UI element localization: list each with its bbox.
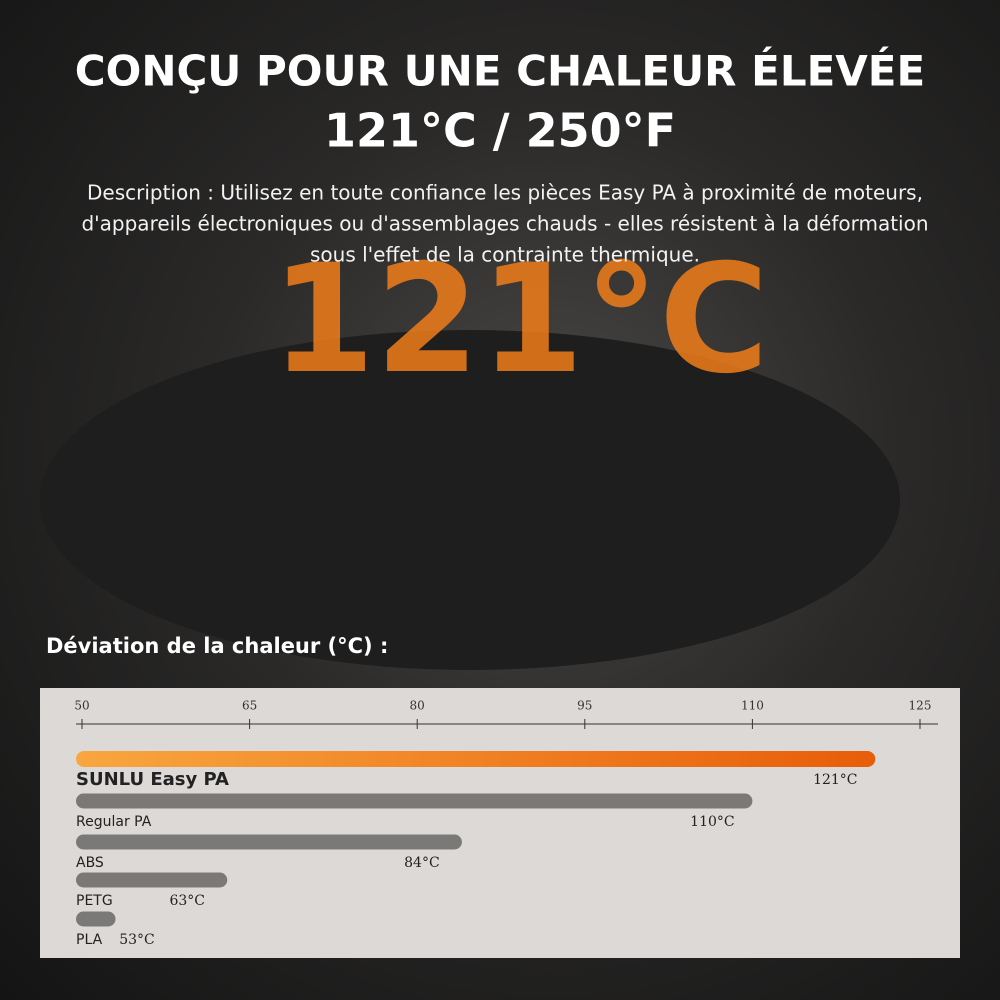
x-tick-label: 95	[577, 699, 592, 713]
value-label: 110°C	[690, 814, 734, 830]
x-tick-label: 110	[741, 699, 764, 713]
value-label: 121°C	[813, 772, 857, 788]
x-tick-label: 65	[242, 699, 257, 713]
chart-panel	[40, 688, 960, 958]
value-label: 84°C	[404, 855, 440, 871]
chart-title: Déviation de la chaleur (°C) :	[46, 634, 388, 658]
x-tick-label: 125	[909, 699, 932, 713]
category-label: ABS	[76, 855, 104, 871]
description-line: d'appareils électroniques ou d'assemblag…	[81, 212, 928, 236]
description-line: Description : Utilisez en toute confianc…	[87, 181, 923, 205]
category-label: SUNLU Easy PA	[76, 769, 229, 790]
subtitle: 121°C / 250°F	[324, 104, 676, 158]
value-label: 53°C	[119, 932, 155, 948]
description-line: sous l'effet de la contrainte thermique.	[310, 243, 700, 267]
category-label: PLA	[76, 932, 103, 948]
value-label: 63°C	[169, 893, 205, 909]
title: CONÇU POUR UNE CHALEUR ÉLEVÉE	[75, 46, 925, 96]
controller-shape	[40, 330, 900, 670]
background-number: 121°C	[271, 233, 769, 407]
bar	[76, 872, 228, 888]
bar	[76, 793, 753, 809]
x-tick-label: 50	[74, 699, 89, 713]
bar	[76, 751, 876, 767]
category-label: Regular PA	[76, 814, 152, 830]
x-tick-label: 80	[410, 699, 425, 713]
bar	[76, 911, 116, 927]
bar	[76, 834, 462, 850]
category-label: PETG	[76, 893, 113, 909]
